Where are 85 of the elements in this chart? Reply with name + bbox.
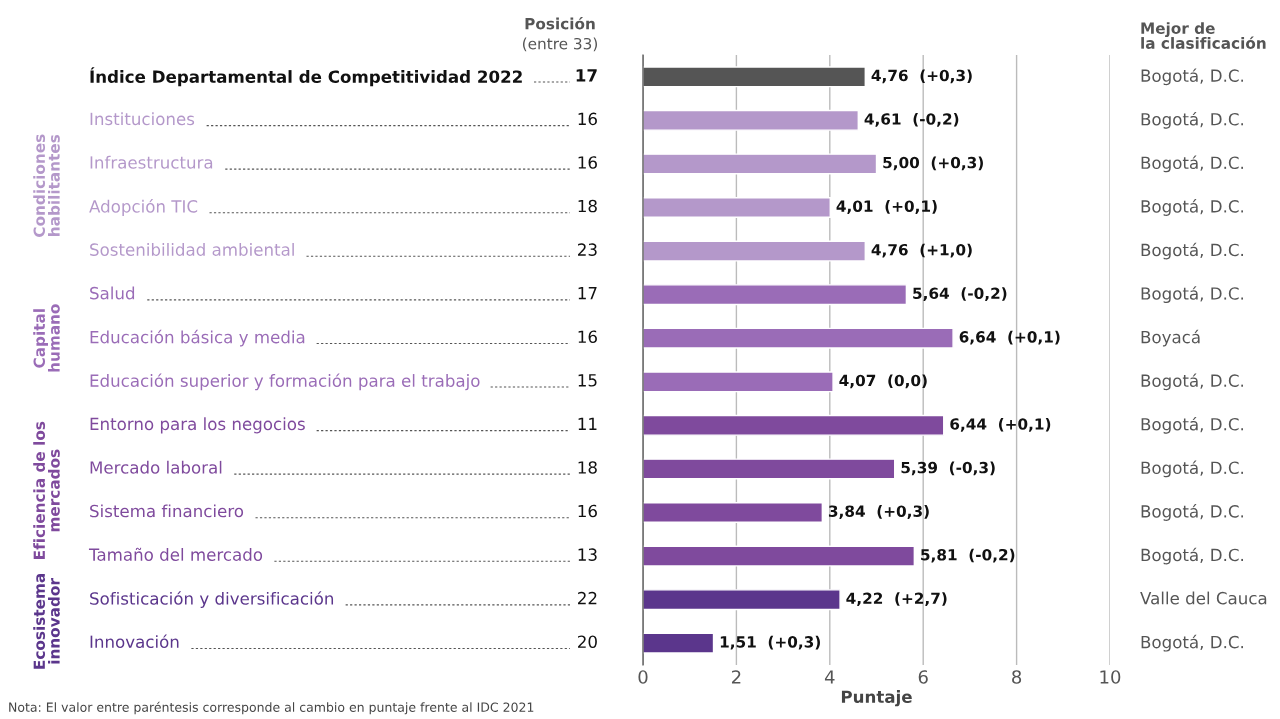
text: 16 <box>578 112 597 126</box>
text: Eficiencia de los mercados <box>33 421 60 559</box>
y-tick-label: Sistema financiero <box>90 504 244 518</box>
y-tick-label: Infraestructura <box>90 155 213 169</box>
text: 20 <box>578 635 597 649</box>
text: Bogotá, D.C. <box>1141 68 1244 86</box>
x-tick-label: 10 <box>1100 670 1121 684</box>
text: Bogotá, D.C. <box>1141 155 1244 173</box>
bar <box>643 240 866 262</box>
x-tick-label: 0 <box>638 670 648 684</box>
text: Bogotá, D.C. <box>1141 416 1244 434</box>
y-tick-label: Instituciones <box>90 112 195 126</box>
text: Bogotá, D.C. <box>1141 242 1244 260</box>
text: Bogotá, D.C. <box>1141 286 1244 304</box>
bar <box>643 284 908 306</box>
y-tick-label: Mercado laboral <box>90 460 222 474</box>
bar <box>643 589 841 611</box>
data-label: 4,76 (+1,0) <box>871 243 972 258</box>
text: 22 <box>578 591 597 605</box>
y-tick-label: Sofisticación y diversificación <box>90 591 334 609</box>
data-label: 6,64 (+0,1) <box>959 330 1060 345</box>
text: Posición <box>525 17 595 30</box>
text: Bogotá, D.C. <box>1141 199 1244 216</box>
bar <box>643 502 824 523</box>
y-tick-label: Tamaño del mercado <box>88 547 263 561</box>
data-label: 1,51 (+0,3) <box>720 635 820 650</box>
bar <box>643 545 916 567</box>
x-tick-label: 4 <box>824 670 835 684</box>
text: Nota: El valor entre paréntesis corresponde al cambio en puntaje frente al IDC 2021 <box>9 701 534 715</box>
text: Bogotá, D.C. <box>1141 504 1244 521</box>
text: (entre 33) <box>523 37 597 52</box>
text: 15 <box>578 374 597 387</box>
bar <box>643 197 831 218</box>
y-tick-label: Adopción TIC <box>89 199 198 216</box>
data-label: 5,39 (-0,3) <box>901 461 995 476</box>
text: Boyacá <box>1141 329 1200 347</box>
data-label: 4,01 (+0,1) <box>836 200 937 214</box>
bar <box>643 458 896 480</box>
y-tick-label: Sostenibilidad ambiental <box>90 243 294 256</box>
text: Bogotá, D.C. <box>1141 460 1244 478</box>
x-axis-title: Puntaje <box>841 690 912 707</box>
text: Valle del Cauca <box>1140 591 1267 605</box>
text: 17 <box>576 69 597 82</box>
y-tick-label: Salud <box>90 286 135 300</box>
y-tick-label: Educación básica y media <box>90 329 305 347</box>
text: Mejor de la clasificación <box>1141 22 1266 49</box>
text: 13 <box>578 548 597 561</box>
bar <box>643 153 878 175</box>
text: Bogotá, D.C. <box>1141 547 1244 565</box>
y-tick-label: Innovación <box>90 634 179 649</box>
data-label: 4,22 (+2,7) <box>846 592 947 607</box>
text: Bogotá, D.C. <box>1141 111 1244 129</box>
text: Bogotá, D.C. <box>1141 373 1244 391</box>
y-tick-label: Entorno para los negocios <box>90 417 305 434</box>
x-tick-label: 2 <box>731 670 741 684</box>
data-label: 5,64 (-0,2) <box>913 287 1007 302</box>
x-tick-label: 6 <box>918 670 928 684</box>
text: 16 <box>578 504 597 518</box>
text: Ecosistema innovador <box>33 573 60 669</box>
text: Condiciones habilitantes <box>33 134 60 237</box>
bar <box>643 109 859 131</box>
data-label: 5,81 (-0,2) <box>921 548 1015 563</box>
text: 11 <box>578 417 597 430</box>
text: 16 <box>578 156 597 169</box>
text: 23 <box>578 243 597 256</box>
data-label: 6,44 (+0,1) <box>950 417 1051 432</box>
text: Capital humano <box>33 304 60 372</box>
text: Bogotá, D.C. <box>1141 634 1244 652</box>
bar <box>643 632 715 654</box>
data-label: 3,84 (+0,3) <box>828 505 929 519</box>
bar <box>643 371 834 393</box>
text: 18 <box>578 199 597 213</box>
data-label: 5,00 (+0,3) <box>883 156 983 171</box>
text: 18 <box>578 461 597 474</box>
y-tick-label: Índice Departamental de Competitividad 2022 <box>90 67 522 87</box>
bar <box>643 66 866 88</box>
x-tick-label: 8 <box>1012 670 1022 684</box>
text: 17 <box>578 287 597 300</box>
y-tick-label: Educación superior y formación para el trabajo <box>90 373 480 391</box>
data-label: 4,07 (0,0) <box>839 374 927 389</box>
data-label: 4,76 (+0,3) <box>871 69 972 84</box>
bar <box>643 327 954 349</box>
data-label: 4,61 (-0,2) <box>864 112 959 127</box>
text: 16 <box>578 330 597 344</box>
bar <box>643 414 945 436</box>
